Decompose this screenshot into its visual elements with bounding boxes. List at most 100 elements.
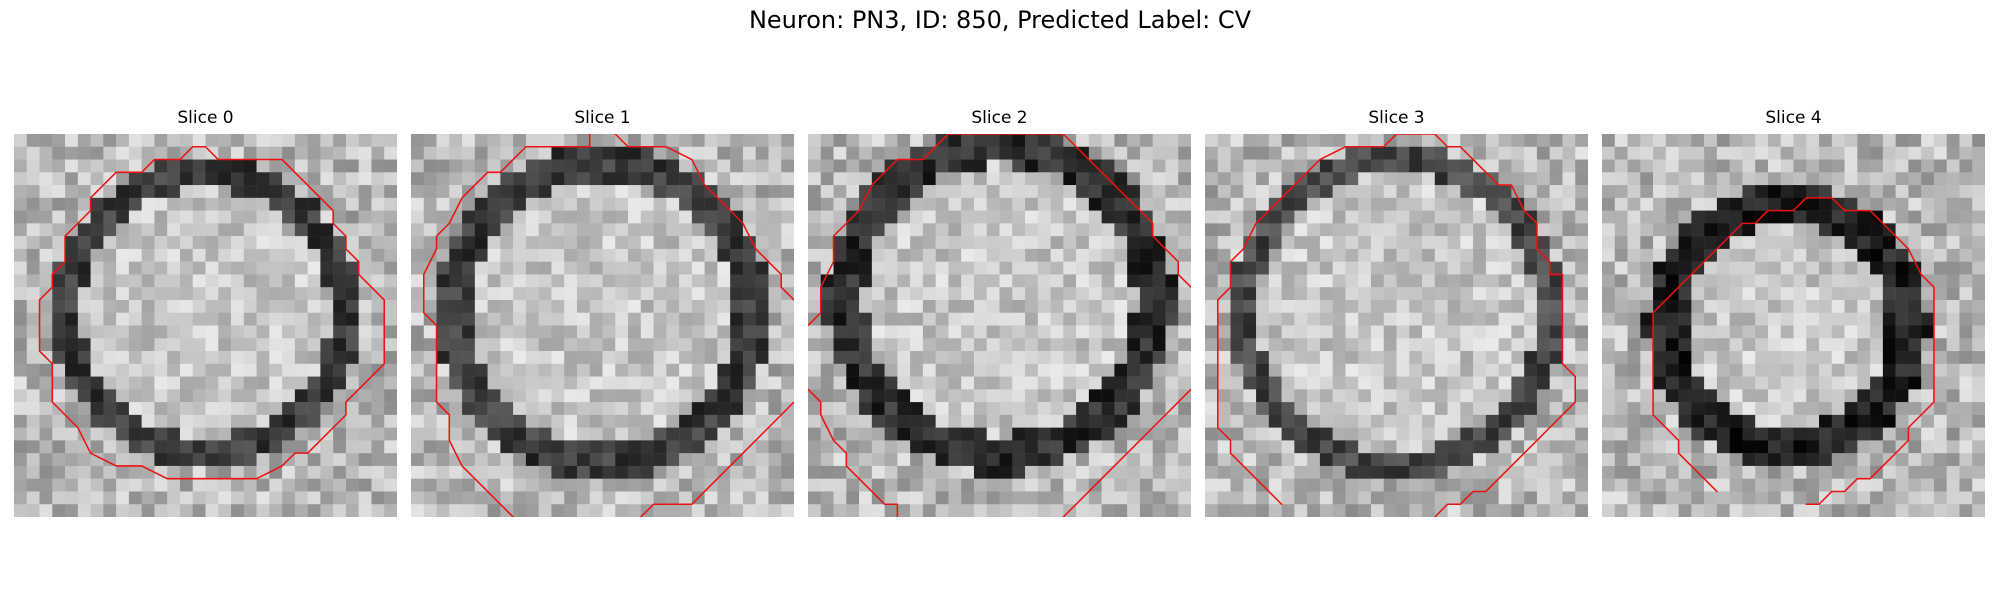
image-pixel: [1857, 414, 1871, 428]
image-pixel: [679, 491, 693, 505]
image-pixel: [1908, 287, 1922, 301]
image-pixel: [1870, 248, 1884, 262]
image-pixel: [436, 414, 450, 428]
image-pixel: [1933, 312, 1947, 326]
image-pixel: [320, 440, 334, 454]
image-pixel: [1755, 389, 1769, 403]
image-pixel: [538, 338, 552, 352]
image-pixel: [218, 491, 232, 505]
image-pixel: [1704, 312, 1718, 326]
image-pixel: [307, 363, 321, 377]
image-pixel: [474, 363, 488, 377]
image-pixel: [1139, 159, 1153, 173]
image-pixel: [90, 299, 104, 313]
image-pixel: [1434, 299, 1448, 313]
image-pixel: [1025, 465, 1039, 479]
image-pixel: [1012, 376, 1026, 390]
image-pixel: [1627, 325, 1641, 339]
image-pixel: [1345, 414, 1359, 428]
image-pixel: [1819, 478, 1833, 492]
image-pixel: [90, 236, 104, 250]
image-pixel: [1332, 146, 1346, 160]
image-pixel: [1972, 465, 1985, 479]
image-pixel: [26, 299, 40, 313]
image-pixel: [1627, 210, 1641, 224]
image-pixel: [77, 223, 91, 237]
image-pixel: [1575, 159, 1588, 173]
image-pixel: [1908, 491, 1922, 505]
image-pixel: [1178, 236, 1191, 250]
image-pixel: [717, 134, 731, 148]
image-pixel: [1101, 223, 1115, 237]
image-pixel: [1857, 453, 1871, 467]
image-pixel: [859, 236, 873, 250]
image-pixel: [859, 414, 873, 428]
image-pixel: [781, 414, 794, 428]
image-pixel: [884, 172, 898, 186]
image-pixel: [1050, 261, 1064, 275]
image-pixel: [1319, 185, 1333, 199]
image-pixel: [768, 236, 782, 250]
image-pixel: [1665, 504, 1679, 517]
image-pixel: [551, 248, 565, 262]
image-pixel: [897, 172, 911, 186]
image-pixel: [1230, 312, 1244, 326]
image-pixel: [1396, 376, 1410, 390]
image-pixel: [1627, 478, 1641, 492]
image-pixel: [1602, 134, 1616, 148]
image-pixel: [154, 453, 168, 467]
image-pixel: [1691, 159, 1705, 173]
image-pixel: [167, 453, 181, 467]
image-pixel: [1716, 427, 1730, 441]
image-pixel: [1217, 236, 1231, 250]
image-pixel: [1549, 376, 1563, 390]
image-pixel: [1370, 325, 1384, 339]
image-pixel: [192, 440, 206, 454]
image-pixel: [576, 287, 590, 301]
image-pixel: [1127, 389, 1141, 403]
image-pixel: [1972, 134, 1985, 148]
image-pixel: [564, 325, 578, 339]
image-pixel: [345, 338, 359, 352]
image-pixel: [730, 159, 744, 173]
image-pixel: [513, 338, 527, 352]
image-pixel: [1178, 159, 1191, 173]
image-pixel: [1653, 146, 1667, 160]
image-pixel: [935, 427, 949, 441]
image-pixel: [1447, 312, 1461, 326]
image-pixel: [1319, 299, 1333, 313]
image-pixel: [345, 236, 359, 250]
image-pixel: [1319, 197, 1333, 211]
image-pixel: [768, 465, 782, 479]
image-pixel: [1857, 172, 1871, 186]
image-pixel: [1933, 172, 1947, 186]
image-pixel: [1882, 299, 1896, 313]
image-pixel: [358, 299, 372, 313]
image-pixel: [615, 389, 629, 403]
image-pixel: [294, 363, 308, 377]
image-pixel: [691, 248, 705, 262]
image-pixel: [1933, 223, 1947, 237]
image-pixel: [1012, 465, 1026, 479]
image-pixel: [1819, 389, 1833, 403]
image-pixel: [1383, 210, 1397, 224]
image-pixel: [1870, 159, 1884, 173]
image-pixel: [449, 376, 463, 390]
image-pixel: [1742, 299, 1756, 313]
image-pixel: [423, 325, 437, 339]
image-pixel: [1933, 248, 1947, 262]
image-pixel: [500, 299, 514, 313]
image-pixel: [1345, 453, 1359, 467]
image-pixel: [666, 389, 680, 403]
image-pixel: [1755, 338, 1769, 352]
image-pixel: [411, 287, 425, 301]
image-pixel: [167, 402, 181, 416]
image-pixel: [358, 440, 372, 454]
image-pixel: [205, 478, 219, 492]
image-pixel: [333, 389, 347, 403]
image-pixel: [1243, 287, 1257, 301]
image-pixel: [1332, 325, 1346, 339]
image-pixel: [1819, 261, 1833, 275]
image-pixel: [833, 478, 847, 492]
image-pixel: [205, 440, 219, 454]
